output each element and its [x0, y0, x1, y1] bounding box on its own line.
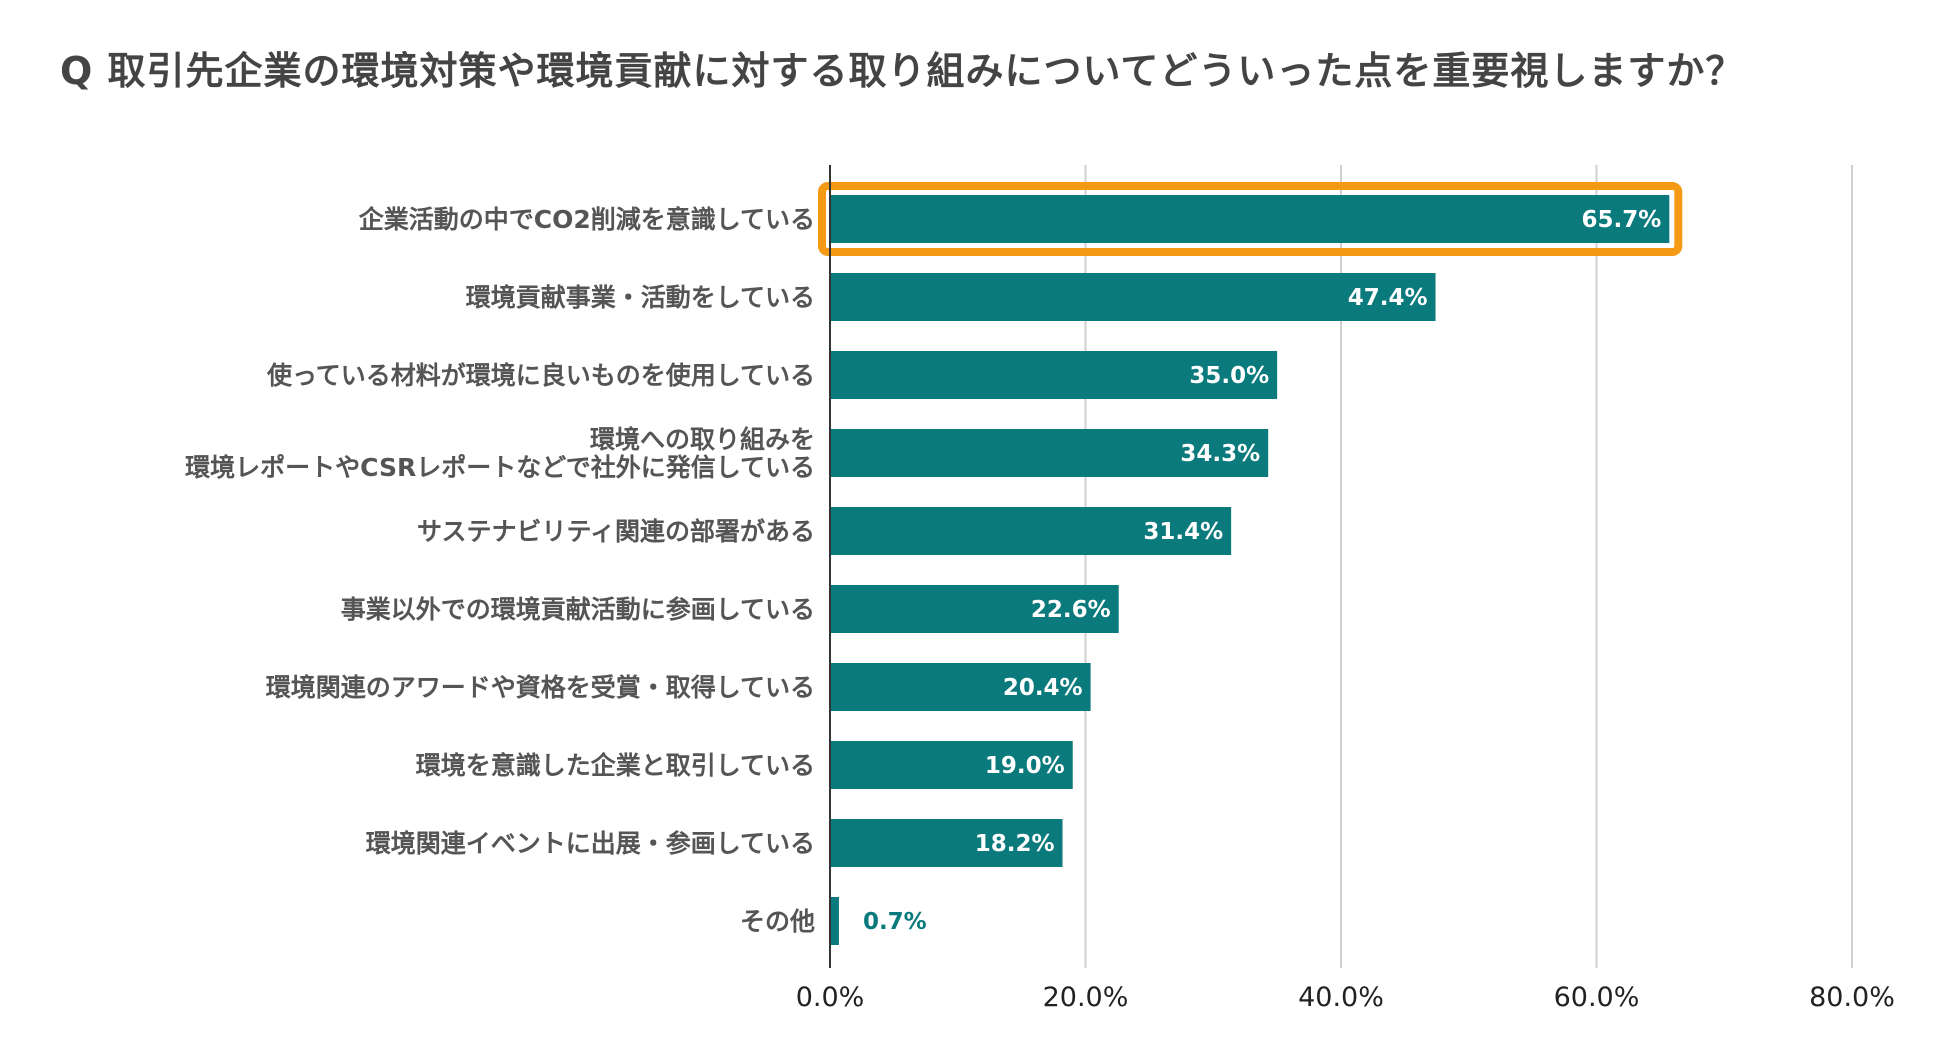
category-labels: 企業活動の中でCO2削減を意識している環境貢献事業・活動をしている使っている材料… [185, 205, 815, 936]
category-label: 環境レポートやCSRレポートなどで社外に発信している [185, 453, 815, 482]
value-label: 22.6% [1031, 597, 1111, 623]
value-label: 34.3% [1180, 441, 1260, 467]
bar-9 [831, 897, 839, 945]
bar-3 [831, 429, 1269, 477]
x-tick-label: 20.0% [1043, 982, 1129, 1013]
bar-7 [831, 741, 1073, 789]
bar-1 [831, 273, 1436, 321]
bar-6 [831, 663, 1091, 711]
value-label: 65.7% [1582, 207, 1662, 233]
category-label: サステナビリティ関連の部署がある [417, 517, 815, 546]
category-label: 環境への取り組みを [590, 425, 815, 454]
value-label: 35.0% [1189, 363, 1269, 389]
category-label: 環境関連イベントに出展・参画している [366, 829, 815, 858]
bar-2 [831, 351, 1278, 399]
bar-5 [831, 585, 1119, 633]
category-label: 企業活動の中でCO2削減を意識している [359, 205, 815, 234]
category-label: 使っている材料が環境に良いものを使用している [266, 361, 815, 390]
x-tick-label: 0.0% [796, 982, 865, 1013]
category-label: 環境を意識した企業と取引している [416, 751, 815, 780]
category-label: 事業以外での環境貢献活動に参画している [341, 595, 815, 624]
x-tick-label: 60.0% [1554, 982, 1640, 1013]
highlight-frame [818, 182, 1683, 256]
category-label: 環境関連のアワードや資格を受賞・取得している [266, 673, 815, 702]
bar-0 [831, 195, 1670, 243]
value-label: 47.4% [1348, 285, 1428, 311]
bars: 65.7% 47.4% 35.0% 34.3% 31.4% 22.6% 20.4% 19.0%… [818, 182, 1683, 945]
bar-4 [831, 507, 1232, 555]
value-label: 31.4% [1143, 519, 1223, 545]
axes: 0.0% 20.0% 40.0% 60.0% 80.0% [796, 165, 1895, 1013]
value-label: 18.2% [975, 831, 1055, 857]
x-tick-label: 40.0% [1298, 982, 1384, 1013]
x-tick-label: 80.0% [1809, 982, 1895, 1013]
value-label: 19.0% [985, 753, 1065, 779]
category-label: その他 [740, 907, 815, 936]
value-label: 0.7% [863, 909, 927, 935]
chart-title: Q 取引先企業の環境対策や環境貢献に対する取り組みについてどういった点を重要視し… [60, 49, 1745, 93]
value-label: 20.4% [1003, 675, 1083, 701]
category-label: 環境貢献事業・活動をしている [466, 283, 815, 312]
bar-8 [831, 819, 1063, 867]
